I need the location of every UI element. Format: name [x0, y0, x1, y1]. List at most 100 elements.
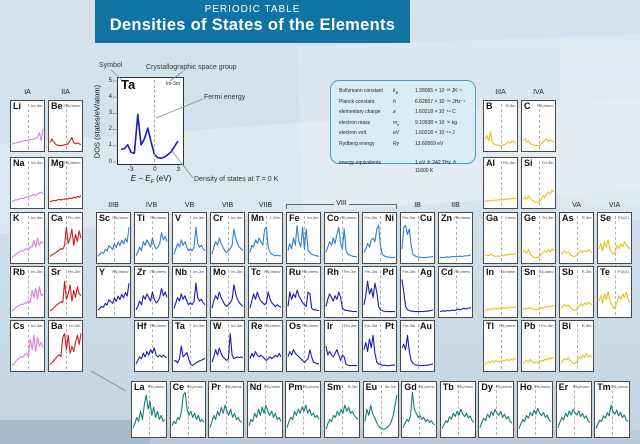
element-symbol: Tb [442, 382, 454, 392]
fermi-line [265, 216, 267, 261]
dos-curve [173, 226, 206, 255]
constants-box: Boltzmann constant kB 1.38065 × 10⁻²³ JK… [330, 80, 476, 174]
dos-curve [484, 357, 517, 365]
element-symbol: Al [486, 158, 495, 168]
dos-curve [211, 284, 244, 309]
constant-symbol: me [393, 119, 400, 127]
element-tile: Fe Im-3m [286, 212, 321, 264]
constant-row: elementary charge e 1.60218 × 10⁻¹⁹ C [339, 108, 469, 119]
fermi-line [576, 324, 578, 369]
fermi-line [500, 161, 502, 206]
fermi-line [576, 270, 578, 315]
dos-curve [173, 345, 206, 366]
fermi-line [538, 104, 540, 149]
fermi-line [573, 385, 575, 435]
element-symbol: Ni [385, 213, 394, 223]
space-group: Fm-3m [364, 214, 378, 220]
element-symbol: Er [558, 382, 569, 392]
element-symbol: Rb [13, 267, 25, 277]
space-group: Im-3m [31, 268, 43, 274]
space-group: Im-3m [193, 322, 205, 328]
element-symbol: Cd [441, 267, 453, 277]
element-tile: Pb Fm-3m [521, 320, 556, 372]
element-tile: W Im-3m [210, 320, 245, 372]
equivalents-label: energy equivalents [339, 159, 381, 166]
element-symbol: Pt [385, 321, 394, 331]
element-symbol: Rh [327, 267, 339, 277]
group-label: IVA [533, 89, 544, 96]
constant-value: 1.38065 × 10⁻²³ JK⁻¹ [415, 88, 462, 94]
element-symbol: Ba [51, 321, 63, 331]
space-group: P6₃/mmc [457, 383, 474, 389]
element-tile: Be P6₃/mmc [48, 100, 83, 152]
group-label: IVB [145, 202, 158, 209]
fermi-line [576, 216, 578, 261]
fermi-line [341, 270, 343, 315]
space-group: P6₃/mmc [611, 383, 628, 389]
element-symbol: Ru [289, 267, 301, 277]
space-group: Fm-3m [402, 322, 416, 328]
space-group: R-3m [347, 383, 358, 389]
element-tile: Ge Fd-3m [521, 212, 556, 264]
element-tile: B R-3m [483, 100, 518, 152]
fermi-line [341, 324, 343, 369]
element-symbol: Y [99, 267, 106, 277]
x-tick-label: 0 [153, 166, 157, 173]
space-group: P6₃/mmc [302, 268, 319, 274]
space-group: Fm-3m [402, 214, 416, 220]
dos-curve [479, 408, 513, 428]
element-symbol: Eu [365, 382, 378, 392]
dos-curve [49, 195, 82, 203]
group-label: IIB [451, 202, 460, 209]
space-group: Im-3m [193, 268, 205, 274]
dos-curve [364, 394, 398, 430]
element-tile: Pm P6₃/mmc [285, 381, 322, 438]
fermi-line [264, 385, 266, 435]
element-tile: Tb P6₃/mmc [439, 381, 476, 438]
element-tile: Ba Im-3m [48, 320, 83, 372]
element-symbol: Ta [175, 321, 185, 331]
element-tile: Ga Cmca [483, 212, 518, 264]
element-tile: Li Im-3m [10, 100, 45, 152]
element-tile: Sc P6₃/mmc [96, 212, 131, 264]
element-tile: Ho P6₃/mmc [517, 381, 553, 438]
fermi-line [417, 270, 419, 315]
space-group: Im-3m [384, 383, 397, 389]
group-label: IA [24, 89, 31, 96]
fermi-line [614, 270, 616, 315]
space-group: Cmca [505, 214, 516, 220]
element-symbol: Nb [175, 267, 187, 277]
element-tile: C P6₃/mmc [521, 100, 556, 152]
dos-curve [595, 404, 629, 429]
fermi-line [379, 324, 381, 369]
element-symbol: Zr [137, 267, 146, 277]
space-group: R-3m [581, 322, 592, 328]
element-symbol: Pr [211, 382, 221, 392]
y-tick-label: 1 [108, 142, 112, 149]
space-group: P6₃/mmc [148, 383, 165, 389]
element-symbol: W [213, 321, 222, 331]
constant-row: Planck constant h 6.62607 × 10⁻³⁴ JHz⁻¹ [339, 98, 469, 109]
dos-curve [11, 237, 44, 258]
space-group: P6₃/mmc [302, 322, 319, 328]
element-symbol: In [486, 267, 494, 277]
group-label: VIB [221, 202, 234, 209]
element-tile: Mn I-43m [248, 212, 283, 264]
element-symbol: Gd [404, 382, 417, 392]
dos-curve [401, 224, 434, 259]
dos-curve [402, 391, 436, 428]
fermi-line [417, 216, 419, 261]
dos-curve [287, 289, 319, 312]
element-tile: Hf P6₃/mmc [134, 320, 169, 372]
element-tile: Ta Im-3m [172, 320, 207, 372]
dos-curve [363, 334, 396, 367]
space-group: P6₃/mmc [264, 322, 281, 328]
dos-curve [560, 301, 593, 312]
space-group: P6₃/mmc [112, 214, 129, 220]
fermi-line [189, 270, 191, 315]
element-tile: Te P3‡21 [597, 266, 632, 318]
constant-row: electron volt eV 1.60218 × 10⁻¹⁹ J [339, 129, 469, 140]
space-group: P6₃/mmc [64, 102, 81, 108]
space-group: Fm-3m [67, 268, 81, 274]
dos-curve [560, 249, 593, 258]
